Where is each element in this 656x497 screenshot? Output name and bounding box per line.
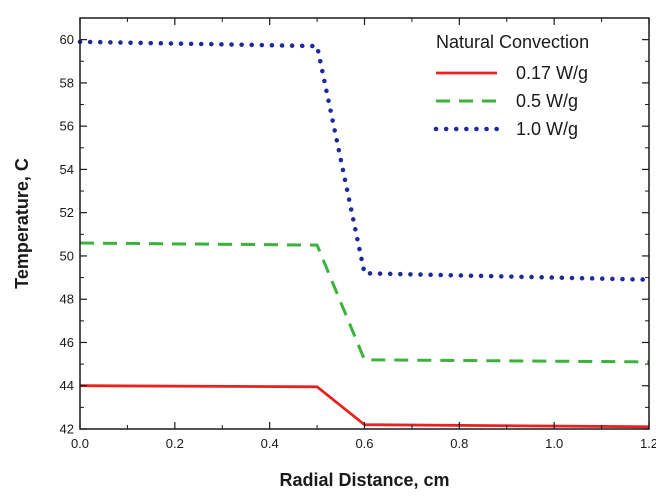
legend-label-2: 0.5 W/g xyxy=(516,91,578,111)
y-tick-label: 54 xyxy=(60,162,74,177)
y-tick-label: 52 xyxy=(60,205,74,220)
y-axis-title: Temperature, C xyxy=(12,158,32,289)
x-tick-label: 1.0 xyxy=(545,436,563,451)
y-tick-label: 46 xyxy=(60,335,74,350)
series-line-1 xyxy=(79,384,650,429)
legend-label-3: 1.0 W/g xyxy=(516,119,578,139)
x-tick-label: 1.2 xyxy=(640,436,656,451)
x-tick-label: 0.0 xyxy=(71,436,89,451)
y-tick-label: 50 xyxy=(60,248,74,263)
x-axis-title: Radial Distance, cm xyxy=(279,470,449,490)
y-tick-label: 58 xyxy=(60,75,74,90)
legend-title: Natural Convection xyxy=(436,32,589,52)
y-tick-label: 48 xyxy=(60,292,74,307)
legend: Natural Convection 0.17 W/g 0.5 W/g 1.0 W/… xyxy=(433,32,589,139)
axes: 0.0 0.2 0.4 0.6 0.8 1.0 1.2 42 44 46 48 50 52 54 56 58 6… xyxy=(60,17,656,451)
legend-label-1: 0.17 W/g xyxy=(516,63,588,83)
y-tick-label: 42 xyxy=(60,422,74,437)
x-tick-label: 0.8 xyxy=(450,436,468,451)
x-tick-label: 0.4 xyxy=(261,436,279,451)
series-line-2 xyxy=(79,241,650,364)
y-tick-label: 44 xyxy=(60,378,74,393)
x-tick-label: 0.2 xyxy=(166,436,184,451)
x-tick-label: 0.6 xyxy=(355,436,373,451)
series-line-3 xyxy=(77,39,652,282)
y-tick-label: 56 xyxy=(60,119,74,134)
y-tick-label: 60 xyxy=(60,32,74,47)
